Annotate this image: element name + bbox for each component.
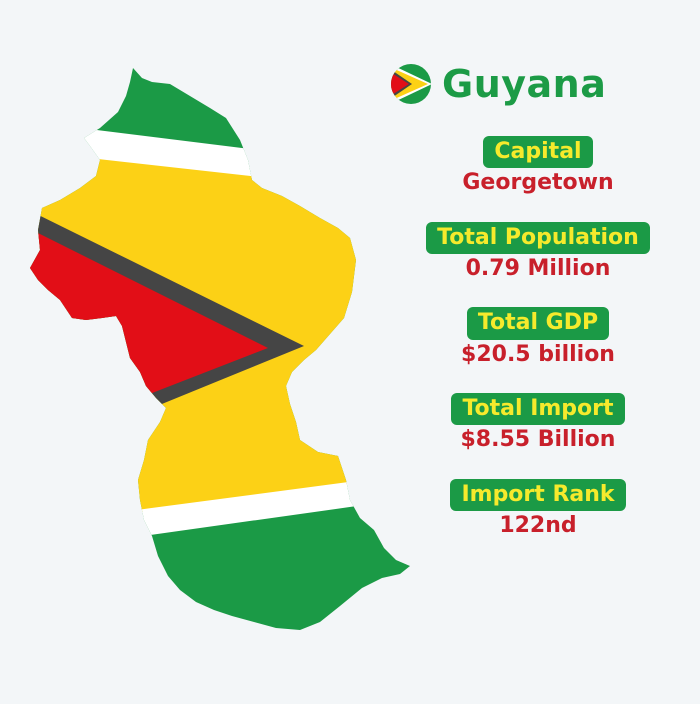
stat-label: Capital xyxy=(483,136,593,169)
country-title: Guyana xyxy=(442,62,607,106)
stat-label: Total Population xyxy=(426,221,650,254)
stat-label: Total GDP xyxy=(466,307,610,340)
guyana-flag-icon xyxy=(391,64,431,104)
stat-value: Georgetown xyxy=(462,170,614,196)
stat-value: $8.55 Billion xyxy=(460,427,616,453)
stat-import-rank: Import Rank 122nd xyxy=(450,478,626,540)
stat-gdp: Total GDP $20.5 billion xyxy=(461,307,615,368)
stat-population: Total Population 0.79 Million xyxy=(426,221,650,283)
stat-import: Total Import $8.55 Billion xyxy=(451,393,625,454)
stats-panel: Capital Georgetown Total Population 0.79… xyxy=(380,136,696,539)
stat-label: Total Import xyxy=(451,393,625,426)
page-header: Guyana xyxy=(390,62,606,106)
stat-value: 0.79 Million xyxy=(465,255,611,281)
stat-capital: Capital Georgetown xyxy=(462,136,614,197)
stat-value: 122nd xyxy=(499,513,577,539)
stat-label: Import Rank xyxy=(450,478,626,512)
stat-value: $20.5 billion xyxy=(461,341,615,367)
